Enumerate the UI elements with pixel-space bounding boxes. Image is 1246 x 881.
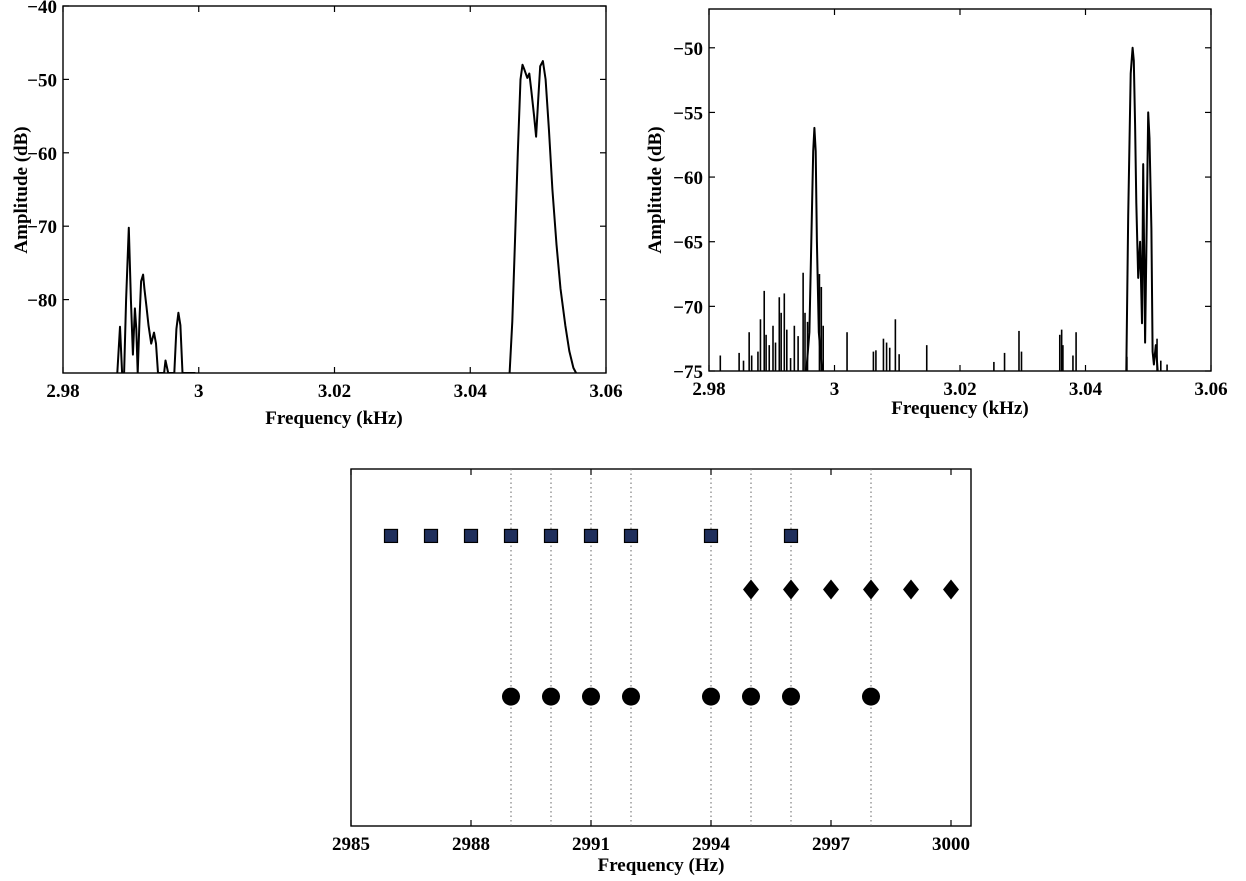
chart-bottom-diamond-point — [783, 579, 799, 600]
chart-top-left-xlabel: Frequency (kHz) — [265, 408, 402, 429]
chart-bottom-square-point — [703, 528, 719, 544]
chart-top-right: Frequency (kHz) Amplitude (dB) 2.98 3 3.02… — [645, 8, 1228, 419]
chart-bottom-diamond-point — [823, 579, 839, 600]
chart-top-right-marks — [719, 46, 1168, 371]
chart-bottom-circle-point — [862, 687, 880, 706]
chart-top-left-ytick-label: −80 — [27, 291, 57, 312]
chart-top-right-ytick-label: −55 — [673, 103, 703, 124]
chart-bottom-diamond-point — [743, 579, 759, 600]
chart-top-right-ytick-label: −50 — [673, 39, 703, 60]
chart-top-right-series-line — [805, 126, 823, 371]
chart-bottom-circle-point — [582, 687, 600, 706]
chart-bottom-xtick-label: 2994 — [692, 834, 731, 855]
chart-top-right-xtick-label: 3.02 — [943, 379, 976, 400]
chart-bottom-square-point — [583, 528, 599, 544]
chart-bottom-square-point — [423, 528, 439, 544]
chart-top-left-frame — [62, 5, 607, 374]
chart-top-left-xtick-label: 3.04 — [454, 381, 488, 402]
chart-top-left: Frequency (kHz) Amplitude (dB) 2.98 3 3.02… — [11, 0, 623, 429]
chart-top-left-ylabel: Amplitude (dB) — [11, 126, 32, 253]
chart-bottom-circle-point — [702, 687, 720, 706]
chart-top-left-series-line — [508, 60, 577, 373]
chart-bottom-xtick-label: 2985 — [332, 834, 370, 855]
chart-bottom-xlabel: Frequency (Hz) — [598, 855, 725, 876]
chart-bottom-xtick-label: 2991 — [572, 834, 610, 855]
chart-top-right-ytick-label: −70 — [673, 297, 703, 318]
chart-top-right-ytick-label: −75 — [673, 362, 703, 383]
chart-bottom-diamond-point — [863, 579, 879, 600]
chart-bottom-square-point — [503, 528, 519, 544]
chart-top-right-series-line — [1125, 46, 1159, 371]
chart-bottom-diamond-point — [943, 579, 959, 600]
chart-top-left-ytick-label: −40 — [27, 0, 57, 18]
chart-top-right-xtick-label: 3.04 — [1069, 379, 1103, 400]
chart-top-right-ylabel: Amplitude (dB) — [645, 126, 666, 253]
chart-bottom-vlines — [510, 469, 872, 826]
chart-bottom-diamond-point — [903, 579, 919, 600]
chart-bottom-square-point — [543, 528, 559, 544]
chart-top-left-xtick-label: 3.06 — [589, 381, 622, 402]
chart-bottom-xtick-label: 3000 — [932, 834, 970, 855]
chart-bottom-circle-point — [742, 687, 760, 706]
chart-bottom-square-point — [783, 528, 799, 544]
chart-top-left-xtick-label: 3 — [194, 381, 204, 402]
chart-top-left-ticks: 2.98 3 3.02 3.04 3.06 −40 −50 −60 −70 −80 — [27, 0, 622, 402]
chart-top-left-xtick-label: 2.98 — [46, 381, 79, 402]
chart-top-left-ytick-label: −60 — [27, 144, 57, 165]
chart-bottom-circle-point — [502, 687, 520, 706]
chart-top-left-series-line — [116, 226, 196, 373]
chart-bottom-ticks: 2985 2988 2991 2994 2997 3000 — [332, 469, 970, 855]
chart-bottom-xtick-label: 2988 — [452, 834, 490, 855]
chart-bottom-square-point — [463, 528, 479, 544]
chart-top-left-marks — [116, 60, 577, 373]
chart-top-right-ytick-label: −60 — [673, 168, 703, 189]
chart-top-left-xtick-label: 3.02 — [318, 381, 351, 402]
chart-bottom-square-point — [623, 528, 639, 544]
chart-bottom: Frequency (Hz) 2985 2988 2991 2994 2997 3000 — [332, 468, 972, 876]
chart-top-right-xtick-label: 2.98 — [692, 379, 725, 400]
chart-top-left-ytick-label: −70 — [27, 217, 57, 238]
chart-bottom-xtick-label: 2997 — [812, 834, 851, 855]
chart-bottom-square-point — [383, 528, 399, 544]
chart-top-right-xtick-label: 3 — [830, 379, 840, 400]
chart-bottom-circle-point — [622, 687, 640, 706]
chart-bottom-circle-point — [782, 687, 800, 706]
chart-bottom-circle-point — [542, 687, 560, 706]
chart-top-left-ytick-label: −50 — [27, 70, 57, 91]
chart-top-right-xlabel: Frequency (kHz) — [891, 398, 1028, 419]
chart-bottom-marks — [383, 528, 959, 706]
chart-top-right-ytick-label: −65 — [673, 233, 703, 254]
chart-top-right-ticks: 2.98 3 3.02 3.04 3.06 −50 −55 −60 −65 −70 −75 — [673, 9, 1228, 400]
chart-bottom-frame — [350, 468, 972, 827]
chart-top-right-xtick-label: 3.06 — [1194, 379, 1227, 400]
